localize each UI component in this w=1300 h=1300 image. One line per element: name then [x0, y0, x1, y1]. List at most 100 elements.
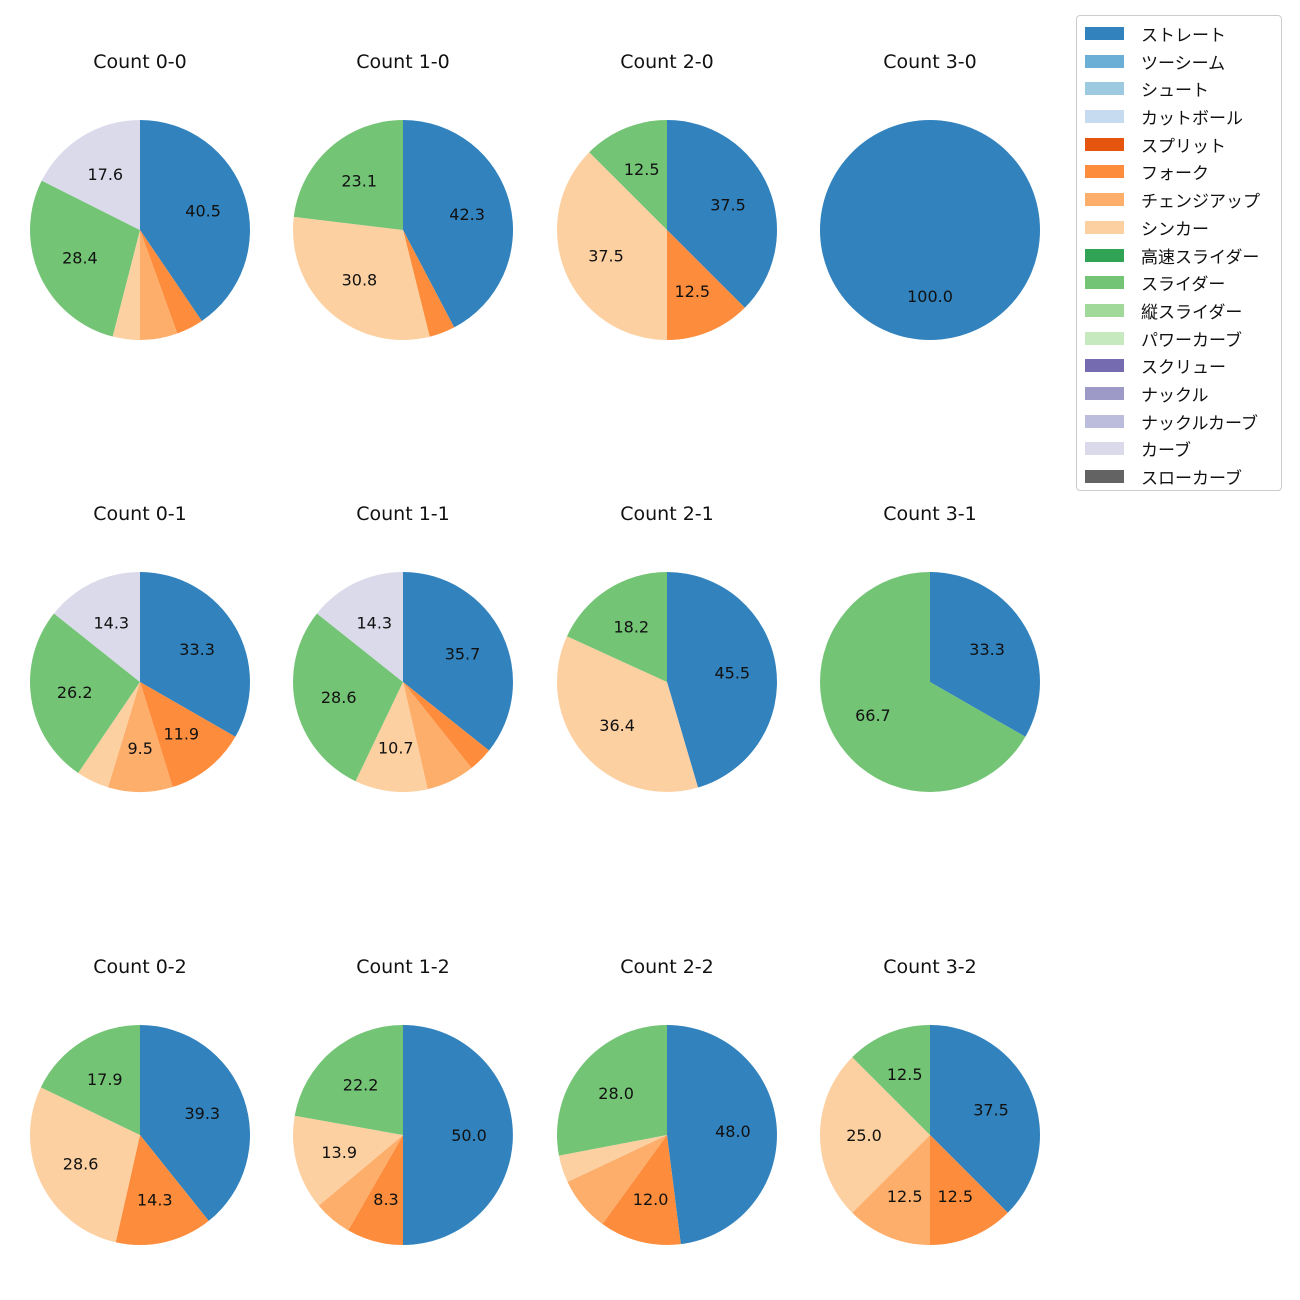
- pie-slice-label: 23.1: [341, 172, 377, 191]
- legend-swatch: [1085, 442, 1124, 456]
- pie-slice-label: 66.7: [855, 706, 891, 725]
- pie-title: Count 1-0: [356, 51, 450, 73]
- pie-slice-label: 37.5: [973, 1101, 1009, 1120]
- pie-chart: Count 3-2 37.5 12.5 12.5 25.0 12.5: [820, 956, 1040, 1245]
- pie-slice: [556, 636, 698, 792]
- pie-slice-label: 37.5: [710, 196, 746, 215]
- pie-chart: Count 3-1 33.3 66.7: [820, 503, 1041, 792]
- pie-title: Count 1-1: [356, 503, 450, 525]
- legend-label: フォーク: [1141, 164, 1209, 185]
- pie-slice: [852, 1135, 930, 1245]
- pie-slice-label: 39.3: [184, 1104, 220, 1123]
- pie-slice: [403, 119, 514, 328]
- pie-title: Count 2-1: [620, 503, 714, 525]
- legend-item: ナックル: [1077, 379, 1281, 407]
- pie-title: Count 0-0: [93, 51, 187, 73]
- pie-slice-label: 10.7: [378, 739, 414, 758]
- pie-slice: [41, 120, 140, 230]
- pie-slice-label: 9.5: [127, 739, 152, 758]
- pie-slice: [403, 1025, 513, 1245]
- legend-swatch: [1085, 54, 1124, 68]
- pie-slice: [930, 1135, 1008, 1245]
- pie-slice: [589, 120, 667, 230]
- pie-slice-label: 35.7: [445, 644, 481, 663]
- pie-slice: [558, 1135, 667, 1182]
- pie-slice: [293, 1115, 403, 1206]
- pie-slice-label: 28.6: [63, 1155, 99, 1174]
- pie-slice: [30, 1087, 140, 1243]
- pie-slice-label: 28.6: [321, 688, 357, 707]
- pie-slice-label: 12.5: [887, 1065, 923, 1084]
- legend-item: スクリュー: [1077, 351, 1281, 379]
- legend-swatch: [1085, 110, 1124, 124]
- pie-slice: [292, 216, 430, 340]
- legend-item: スプリット: [1077, 130, 1281, 158]
- legend-item: ツーシーム: [1077, 47, 1281, 75]
- pie-chart: Count 3-0 100.0: [820, 51, 1040, 340]
- pie-slice: [403, 682, 472, 790]
- legend-swatch: [1085, 331, 1124, 345]
- pie-slice: [293, 613, 403, 782]
- legend-item: カットボール: [1077, 102, 1281, 130]
- pie-slice: [293, 120, 403, 230]
- pie-slice-label: 100.0: [907, 287, 953, 306]
- legend-item: 高速スライダー: [1077, 241, 1281, 269]
- legend-swatch: [1085, 414, 1124, 428]
- legend-swatch: [1085, 27, 1124, 40]
- pie-slice-label: 12.5: [624, 160, 660, 179]
- pie-title: Count 3-1: [883, 503, 977, 525]
- legend-swatch: [1085, 165, 1124, 179]
- pie-slice: [566, 572, 667, 682]
- pie-slice: [107, 682, 173, 793]
- pie-slice: [318, 1135, 403, 1231]
- pie-chart: Count 2-0 37.5 12.5 37.5 12.5: [557, 51, 777, 340]
- pie-title: Count 3-0: [883, 51, 977, 73]
- pie-slice: [140, 230, 178, 340]
- pie-slice-label: 48.0: [715, 1122, 751, 1141]
- legend-label: スプリット: [1141, 136, 1226, 157]
- pie-slice: [667, 572, 777, 788]
- pie-slice: [930, 572, 1041, 737]
- pie-title: Count 1-2: [356, 956, 450, 978]
- pie-slice: [29, 613, 140, 773]
- pie-slice-label: 14.3: [137, 1190, 173, 1209]
- legend-swatch: [1085, 470, 1124, 483]
- pie-slice-label: 25.0: [846, 1126, 882, 1145]
- legend-swatch: [1085, 359, 1124, 373]
- pie-slice-label: 37.5: [588, 246, 624, 265]
- legend-item: スライダー: [1077, 268, 1281, 296]
- pie-slice-label: 8.3: [373, 1190, 398, 1209]
- legend-item: 縦スライダー: [1077, 296, 1281, 324]
- pie-title: Count 2-0: [620, 51, 714, 73]
- pie-chart: Count 2-2 48.0 12.0 28.0: [557, 956, 777, 1245]
- pie-slice-label: 33.3: [179, 640, 215, 659]
- legend-label: シュート: [1141, 81, 1209, 102]
- pie-slice-label: 36.4: [599, 716, 635, 735]
- pie-chart: Count 1-0 42.3 30.8 23.1: [292, 51, 514, 340]
- pie-slice: [140, 682, 236, 788]
- pie-slice-label: 13.9: [321, 1143, 357, 1162]
- legend-swatch: [1085, 82, 1124, 96]
- pie-slice: [78, 682, 140, 788]
- pie-slice: [667, 120, 777, 308]
- legend-label: スライダー: [1141, 275, 1226, 296]
- pie-slice: [820, 572, 1026, 792]
- pie-slice: [667, 230, 745, 340]
- pie-slice-label: 28.4: [62, 248, 98, 267]
- pie-slice-label: 14.3: [356, 614, 392, 633]
- pie-title: Count 2-2: [620, 956, 714, 978]
- pie-chart: Count 0-1 33.3 11.9 9.5 26.2 14.3: [29, 503, 251, 793]
- legend-label: シンカー: [1141, 219, 1209, 240]
- pie-slice: [140, 1025, 250, 1221]
- legend-item: シンカー: [1077, 213, 1281, 241]
- legend-item: シュート: [1077, 74, 1281, 102]
- pie-slice-label: 17.6: [87, 165, 123, 184]
- legend-swatch: [1085, 248, 1124, 262]
- pie-slice: [667, 1025, 777, 1245]
- legend-label: ツーシーム: [1141, 53, 1226, 74]
- pie-slice: [140, 230, 202, 334]
- pie-chart: Count 2-1 45.5 36.4 18.2: [556, 503, 777, 792]
- legend: ストレート ツーシーム シュート カットボール スプリット フォーク チェンジアップ シンカー…: [1076, 15, 1282, 491]
- pie-title: Count 3-2: [883, 956, 977, 978]
